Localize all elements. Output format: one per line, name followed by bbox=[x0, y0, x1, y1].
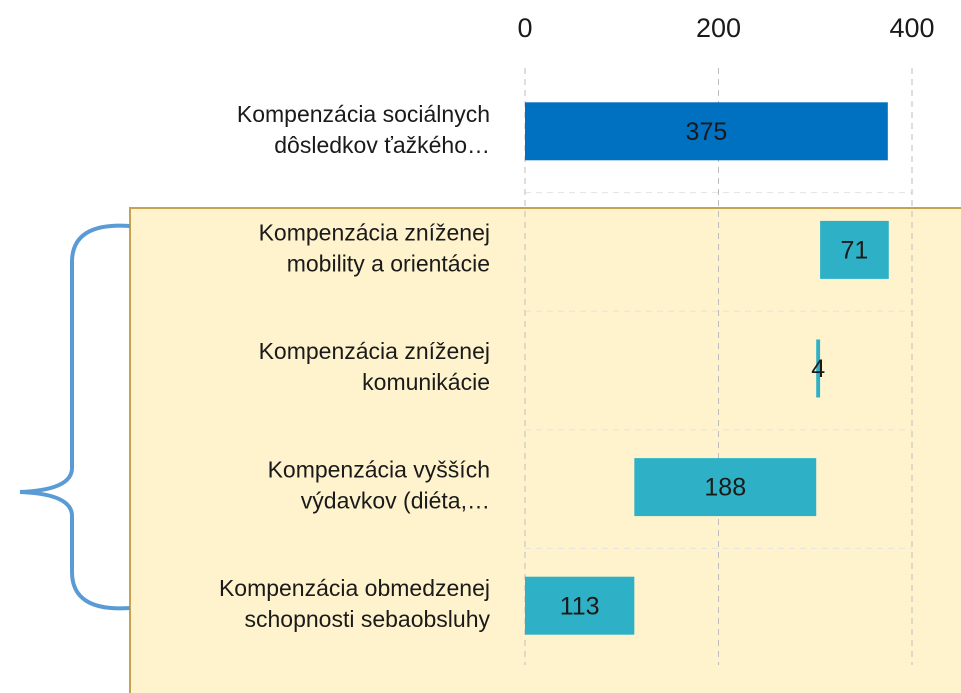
value-label: 188 bbox=[704, 474, 746, 502]
category-label: Kompenzácia obmedzenej schopnosti sebaobs… bbox=[219, 575, 491, 632]
bar bbox=[634, 458, 817, 517]
category-label: Kompenzácia vyšších výdavkov (diéta,… bbox=[268, 457, 490, 514]
bar bbox=[525, 102, 888, 161]
bar bbox=[816, 339, 821, 398]
brace bbox=[19, 223, 131, 611]
category-label: Kompenzácia sociálnych dôsledkov ťažkého… bbox=[237, 101, 490, 158]
x-tick-label: 200 bbox=[696, 13, 741, 43]
value-label: 375 bbox=[686, 118, 728, 146]
x-tick-label: 400 bbox=[889, 13, 934, 43]
bar bbox=[525, 576, 635, 635]
category-label: Kompenzácia zníženej komunikácie bbox=[259, 338, 490, 395]
value-label: 4 bbox=[811, 355, 825, 383]
category-label: Kompenzácia zníženej mobility a orientáci… bbox=[259, 219, 490, 276]
value-label: 113 bbox=[560, 592, 600, 620]
plot-area: 0 200 400 Kompenzácia sociálnych dôsledkov ť… bbox=[219, 13, 935, 665]
value-label: 71 bbox=[841, 237, 869, 265]
x-tick-label: 0 bbox=[517, 13, 532, 43]
bar bbox=[820, 220, 889, 279]
